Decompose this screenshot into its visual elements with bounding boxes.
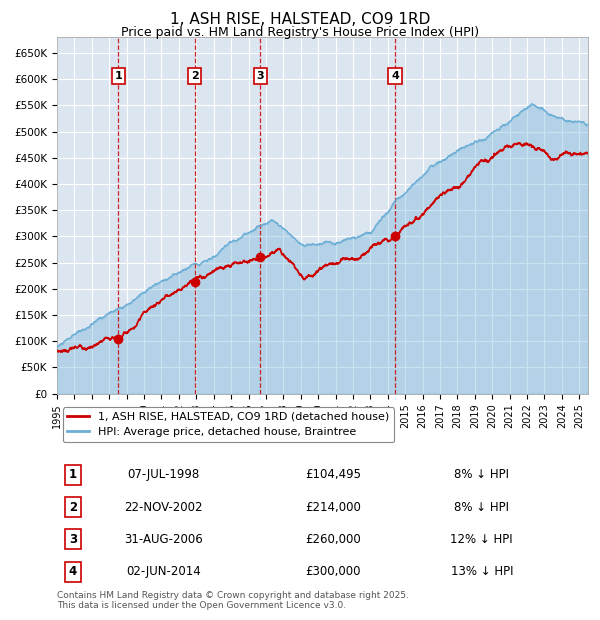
- Text: 4: 4: [69, 565, 77, 578]
- Text: 22-NOV-2002: 22-NOV-2002: [124, 501, 202, 513]
- Text: £260,000: £260,000: [305, 533, 361, 546]
- Text: 2: 2: [69, 501, 77, 513]
- Text: £300,000: £300,000: [305, 565, 361, 578]
- Text: 8% ↓ HPI: 8% ↓ HPI: [454, 501, 509, 513]
- Text: 31-AUG-2006: 31-AUG-2006: [124, 533, 203, 546]
- Text: 2: 2: [191, 71, 199, 81]
- Text: 8% ↓ HPI: 8% ↓ HPI: [454, 469, 509, 481]
- Text: 02-JUN-2014: 02-JUN-2014: [126, 565, 200, 578]
- Text: 3: 3: [69, 533, 77, 546]
- Text: 4: 4: [391, 71, 399, 81]
- Text: 1: 1: [115, 71, 122, 81]
- Text: 1: 1: [69, 469, 77, 481]
- Text: Price paid vs. HM Land Registry's House Price Index (HPI): Price paid vs. HM Land Registry's House …: [121, 26, 479, 39]
- Text: £104,495: £104,495: [305, 469, 361, 481]
- Text: 13% ↓ HPI: 13% ↓ HPI: [451, 565, 513, 578]
- Text: £214,000: £214,000: [305, 501, 361, 513]
- Text: 3: 3: [256, 71, 264, 81]
- Text: 12% ↓ HPI: 12% ↓ HPI: [451, 533, 513, 546]
- Legend: 1, ASH RISE, HALSTEAD, CO9 1RD (detached house), HPI: Average price, detached ho: 1, ASH RISE, HALSTEAD, CO9 1RD (detached…: [62, 407, 394, 442]
- Text: 07-JUL-1998: 07-JUL-1998: [127, 469, 199, 481]
- Text: Contains HM Land Registry data © Crown copyright and database right 2025.
This d: Contains HM Land Registry data © Crown c…: [57, 591, 409, 610]
- Text: 1, ASH RISE, HALSTEAD, CO9 1RD: 1, ASH RISE, HALSTEAD, CO9 1RD: [170, 12, 430, 27]
